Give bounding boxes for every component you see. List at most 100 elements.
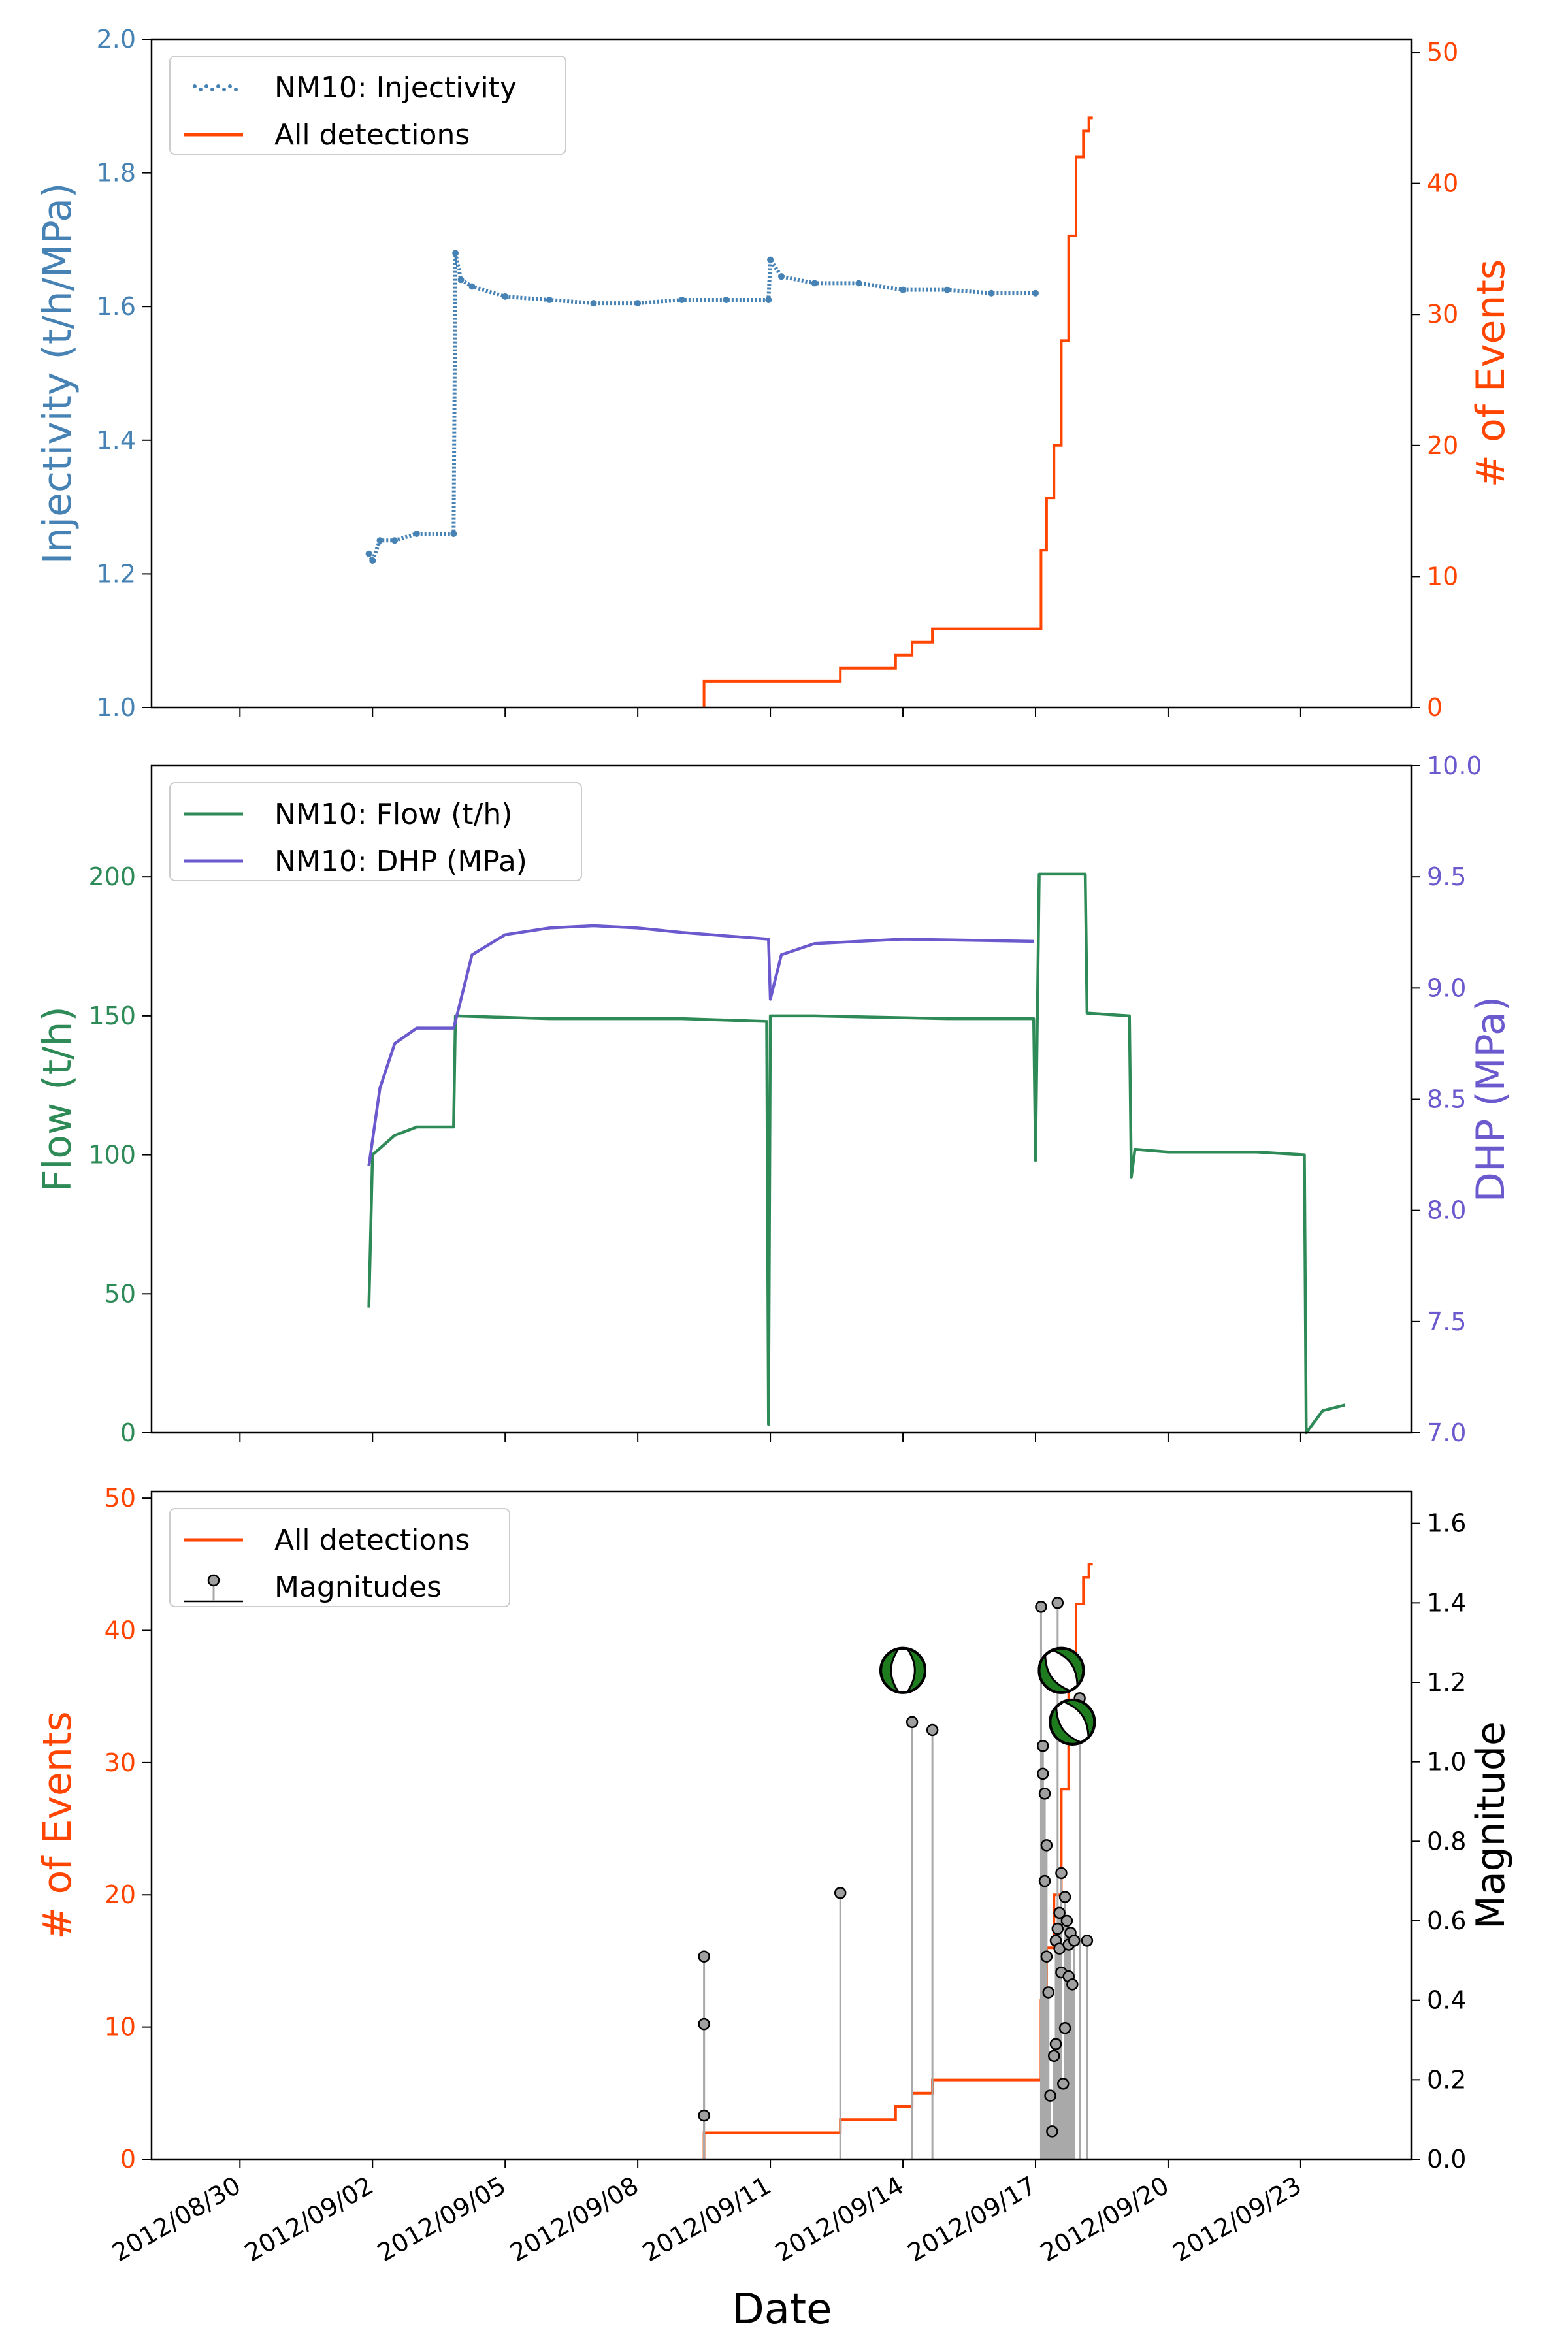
injectivity-trace bbox=[367, 252, 1036, 566]
magnitude-marker bbox=[1066, 1978, 1079, 1991]
legend-label: NM10: Flow (t/h) bbox=[274, 798, 512, 831]
series-dhp bbox=[367, 924, 1034, 1166]
magnitude-marker bbox=[1037, 1767, 1049, 1780]
y-tick-label-right: 0.2 bbox=[1427, 2065, 1466, 2094]
y-tick-label-left: 50 bbox=[105, 1484, 136, 1512]
y-tick-label-left: 20 bbox=[105, 1880, 136, 1909]
legend-label: Magnitudes bbox=[274, 1571, 442, 1604]
magnitude-marker bbox=[926, 1723, 939, 1737]
legend-marker bbox=[210, 88, 214, 91]
magnitude-marker bbox=[1038, 1874, 1051, 1887]
legend-box bbox=[169, 56, 566, 155]
y-tick-label-right: 40 bbox=[1427, 169, 1458, 198]
y-tick-label-right: 9.5 bbox=[1427, 862, 1466, 891]
date-axis: 2012/08/302012/09/022012/09/052012/09/08… bbox=[107, 2171, 1306, 2268]
magnitude-marker bbox=[906, 1716, 919, 1729]
magnitude-marker bbox=[1057, 2078, 1070, 2090]
y-tick-label-left: 1.6 bbox=[97, 292, 136, 321]
y-tick-label-right: 9.0 bbox=[1427, 973, 1466, 1002]
y-axis-label-right: Magnitude bbox=[1468, 1722, 1514, 1929]
legend-marker bbox=[216, 84, 220, 88]
legend-marker bbox=[207, 1574, 220, 1587]
x-tick-label: 2012/08/30 bbox=[107, 2171, 246, 2268]
y-tick-label-right: 20 bbox=[1427, 431, 1458, 460]
y-tick-label-right: 8.5 bbox=[1427, 1085, 1466, 1114]
panel-flow-dhp: 0 50 100 150 200 7.0 7.5 8.0 8.5 9.0 9.5 10.0 Flow (… bbox=[35, 751, 1514, 1447]
magnitude-marker bbox=[1042, 1986, 1054, 1999]
focal-mechanism-beachball bbox=[1037, 1646, 1085, 1694]
y-tick-label-left: 200 bbox=[88, 862, 136, 891]
x-tick-label: 2012/09/23 bbox=[1168, 2171, 1307, 2268]
y-tick-label-right: 0 bbox=[1427, 693, 1443, 722]
x-tick-label: 2012/09/20 bbox=[1036, 2171, 1174, 2268]
x-tick-label: 2012/09/14 bbox=[770, 2171, 909, 2268]
y-tick-label-left: 30 bbox=[105, 1748, 136, 1777]
plot-frame bbox=[150, 38, 1413, 709]
magnitude-marker bbox=[1053, 1906, 1066, 1919]
magnitude-marker bbox=[1051, 1597, 1064, 1609]
legend-marker bbox=[228, 84, 232, 88]
x-axis-label: Date bbox=[732, 2285, 832, 2334]
magnitude-marker bbox=[1035, 1601, 1047, 1613]
injectivity-point bbox=[1032, 289, 1039, 297]
y-tick-label-right: 7.0 bbox=[1427, 1418, 1466, 1447]
y-axis-label-right: DHP (MPa) bbox=[1468, 996, 1514, 1202]
series-injectivity bbox=[365, 250, 1039, 566]
y-tick-label-left: 2.0 bbox=[97, 25, 136, 54]
y-tick-label-right: 50 bbox=[1427, 38, 1458, 67]
panel-events-magnitudes: 0 10 20 30 40 50 0.0 0.2 0.4 0.6 0.8 1.0 1.2 1.4 1.6 # … bbox=[35, 1484, 1514, 2174]
magnitude-marker bbox=[1044, 2089, 1056, 2102]
y-axis-label-left: # of Events bbox=[35, 1711, 80, 1939]
beachball-quadrant bbox=[890, 1648, 916, 1693]
magnitude-marker bbox=[1047, 2050, 1060, 2063]
y-axis-label-left: Injectivity (t/h/MPa) bbox=[35, 183, 80, 564]
y-axis-label-right: # of Events bbox=[1468, 259, 1514, 487]
y-tick-label-left: 40 bbox=[105, 1616, 136, 1644]
legend-marker bbox=[199, 88, 203, 91]
legend-box bbox=[169, 1508, 510, 1607]
legend-label: NM10: Injectivity bbox=[274, 71, 517, 105]
magnitude-marker bbox=[1081, 1935, 1094, 1947]
y-tick-label-right: 1.0 bbox=[1427, 1748, 1466, 1776]
y-tick-label-left: 10 bbox=[105, 2013, 136, 2042]
magnitude-marker bbox=[698, 2017, 710, 2031]
magnitude-marker bbox=[1040, 1839, 1053, 1852]
plot-frame bbox=[150, 1490, 1413, 2161]
beachball-outline bbox=[1037, 1646, 1085, 1694]
y-tick-label-right: 0.4 bbox=[1427, 1986, 1466, 2015]
plot-frame bbox=[150, 764, 1413, 1434]
magnitude-marker bbox=[1068, 1935, 1081, 1947]
y-tick-label-right: 10 bbox=[1427, 562, 1458, 591]
y-tick-label-left: 100 bbox=[88, 1141, 136, 1169]
legend-label: All detections bbox=[274, 1524, 470, 1557]
series-magnitudes bbox=[698, 1597, 1094, 2159]
magnitude-marker bbox=[698, 1950, 710, 1963]
series-all-detections bbox=[702, 116, 1093, 708]
legend: All detections Magnitudes bbox=[169, 1508, 510, 1607]
magnitude-marker bbox=[1060, 1914, 1073, 1927]
legend: NM10: Flow (t/h) NM10: DHP (MPa) bbox=[169, 782, 582, 881]
y-tick-label-right: 7.5 bbox=[1427, 1307, 1466, 1336]
y-tick-label-right: 8.0 bbox=[1427, 1196, 1466, 1225]
panel-injectivity: 1.0 1.2 1.4 1.6 1.8 2.0 0 10 20 30 40 50 Injectivity… bbox=[35, 25, 1514, 722]
x-tick-label: 2012/09/17 bbox=[903, 2171, 1041, 2268]
y-tick-label-right: 1.6 bbox=[1427, 1509, 1466, 1538]
x-tick-label: 2012/09/05 bbox=[372, 2171, 511, 2268]
y-tick-label-right: 1.4 bbox=[1427, 1588, 1466, 1617]
y-tick-label-right: 1.2 bbox=[1427, 1668, 1466, 1697]
legend-label: NM10: DHP (MPa) bbox=[274, 845, 527, 878]
y-tick-label-right: 0.8 bbox=[1427, 1827, 1466, 1855]
magnitude-marker bbox=[1055, 1867, 1068, 1880]
legend-label: All detections bbox=[274, 118, 470, 152]
y-tick-label-right: 0.6 bbox=[1427, 1906, 1466, 1935]
y-tick-label-left: 1.4 bbox=[97, 426, 136, 455]
magnitude-marker bbox=[1051, 1922, 1064, 1935]
magnitude-marker bbox=[698, 2109, 710, 2122]
beachball-outline bbox=[1049, 1698, 1096, 1746]
series-flow bbox=[367, 872, 1346, 1435]
y-tick-label-right: 10.0 bbox=[1427, 751, 1482, 780]
y-tick-label-left: 50 bbox=[105, 1279, 136, 1308]
magnitude-marker bbox=[834, 1887, 847, 1899]
y-tick-label-left: 150 bbox=[88, 1002, 136, 1030]
